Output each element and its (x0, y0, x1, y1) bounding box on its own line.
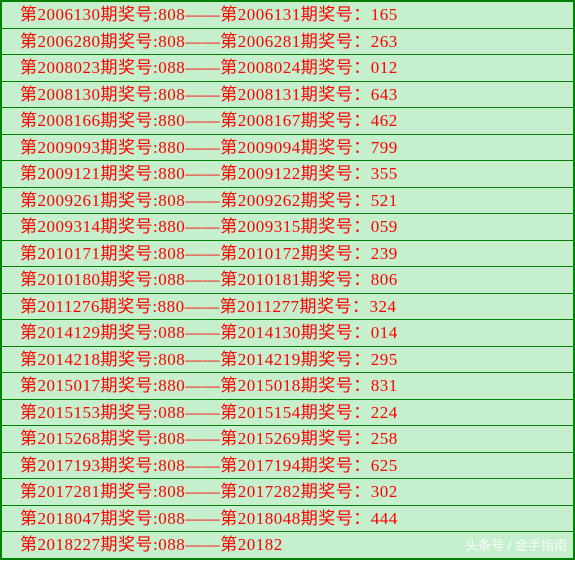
lottery-record-cell: 第2008023期奖号:088——第2008024期奖号：012 (1, 55, 574, 82)
lottery-record-cell: 第2006130期奖号:808——第2006131期奖号：165 (1, 1, 574, 28)
table-row: 第2009261期奖号:808——第2009262期奖号：521 (1, 187, 574, 214)
lottery-record-cell: 第2015268期奖号:808——第2015269期奖号：258 (1, 426, 574, 453)
table-row: 第2008166期奖号:880——第2008167期奖号：462 (1, 108, 574, 135)
lottery-history-table: 第2006130期奖号:808——第2006131期奖号：165第2006280… (0, 0, 575, 560)
lottery-record-cell: 第2009093期奖号:880——第2009094期奖号：799 (1, 134, 574, 161)
lottery-record-cell: 第2008130期奖号:808——第2008131期奖号：643 (1, 81, 574, 108)
lottery-record-cell: 第2017193期奖号:808——第2017194期奖号：625 (1, 452, 574, 479)
lottery-record-cell: 第2009261期奖号:808——第2009262期奖号：521 (1, 187, 574, 214)
table-row: 第2017193期奖号:808——第2017194期奖号：625 (1, 452, 574, 479)
lottery-record-cell: 第2018227期奖号:088——第20182 (1, 532, 574, 559)
table-row: 第2014218期奖号:808——第2014219期奖号：295 (1, 346, 574, 373)
lottery-record-cell: 第2015153期奖号:088——第2015154期奖号：224 (1, 399, 574, 426)
table-row: 第2009314期奖号:880——第2009315期奖号：059 (1, 214, 574, 241)
lottery-record-cell: 第2006280期奖号:808——第2006281期奖号：263 (1, 28, 574, 55)
table-row: 第2015153期奖号:088——第2015154期奖号：224 (1, 399, 574, 426)
table-row: 第2006280期奖号:808——第2006281期奖号：263 (1, 28, 574, 55)
lottery-record-cell: 第2014129期奖号:088——第2014130期奖号：014 (1, 320, 574, 347)
table-row: 第2014129期奖号:088——第2014130期奖号：014 (1, 320, 574, 347)
table-row: 第2011276期奖号:880——第2011277期奖号：324 (1, 293, 574, 320)
table-row: 第2015017期奖号:880——第2015018期奖号：831 (1, 373, 574, 400)
lottery-record-cell: 第2011276期奖号:880——第2011277期奖号：324 (1, 293, 574, 320)
table-row: 第2008130期奖号:808——第2008131期奖号：643 (1, 81, 574, 108)
lottery-record-cell: 第2009121期奖号:880——第2009122期奖号：355 (1, 161, 574, 188)
lottery-table-container: 第2006130期奖号:808——第2006131期奖号：165第2006280… (0, 0, 575, 560)
table-row: 第2018047期奖号:088——第2018048期奖号：444 (1, 505, 574, 532)
lottery-record-cell: 第2008166期奖号:880——第2008167期奖号：462 (1, 108, 574, 135)
table-row: 第2015268期奖号:808——第2015269期奖号：258 (1, 426, 574, 453)
lottery-record-cell: 第2010171期奖号:808——第2010172期奖号：239 (1, 240, 574, 267)
table-row: 第2018227期奖号:088——第20182 (1, 532, 574, 559)
table-row: 第2010180期奖号:088——第2010181期奖号：806 (1, 267, 574, 294)
table-row: 第2010171期奖号:808——第2010172期奖号：239 (1, 240, 574, 267)
lottery-record-cell: 第2014218期奖号:808——第2014219期奖号：295 (1, 346, 574, 373)
lottery-record-cell: 第2010180期奖号:088——第2010181期奖号：806 (1, 267, 574, 294)
lottery-record-cell: 第2009314期奖号:880——第2009315期奖号：059 (1, 214, 574, 241)
lottery-record-cell: 第2018047期奖号:088——第2018048期奖号：444 (1, 505, 574, 532)
table-row: 第2006130期奖号:808——第2006131期奖号：165 (1, 1, 574, 28)
lottery-record-cell: 第2017281期奖号:808——第2017282期奖号：302 (1, 479, 574, 506)
table-row: 第2008023期奖号:088——第2008024期奖号：012 (1, 55, 574, 82)
table-row: 第2009121期奖号:880——第2009122期奖号：355 (1, 161, 574, 188)
table-body: 第2006130期奖号:808——第2006131期奖号：165第2006280… (1, 1, 574, 559)
table-row: 第2009093期奖号:880——第2009094期奖号：799 (1, 134, 574, 161)
table-row: 第2017281期奖号:808——第2017282期奖号：302 (1, 479, 574, 506)
lottery-record-cell: 第2015017期奖号:880——第2015018期奖号：831 (1, 373, 574, 400)
